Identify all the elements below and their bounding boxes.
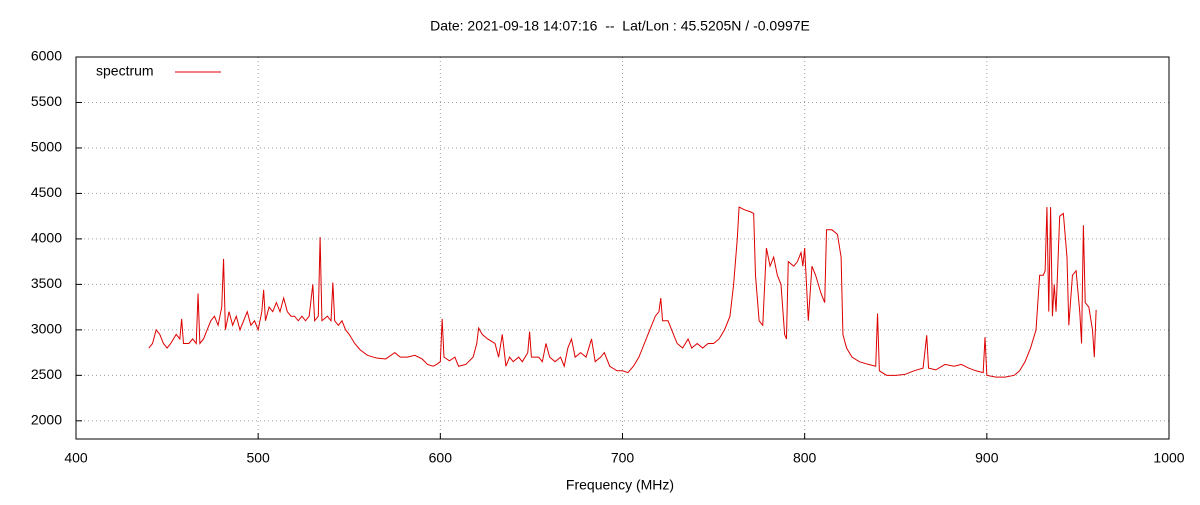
plot-frame — [75, 56, 1170, 440]
y-tick-label: 2500 — [31, 366, 62, 382]
x-axis-label: Frequency (MHz) — [566, 477, 674, 493]
legend-label: spectrum — [96, 63, 154, 79]
x-tick-label: 900 — [975, 450, 999, 466]
x-tick-label: 500 — [246, 450, 270, 466]
series-line — [148, 206, 1097, 378]
x-tick-label: 1000 — [1153, 450, 1184, 466]
y-tick-label: 5500 — [31, 93, 62, 109]
y-tick-label: 6000 — [31, 48, 62, 64]
y-tick-label: 2000 — [31, 412, 62, 428]
y-tick-label: 4000 — [31, 230, 62, 246]
y-tick-label: 3500 — [31, 275, 62, 291]
x-tick-label: 700 — [611, 450, 635, 466]
y-tick-label: 5000 — [31, 139, 62, 155]
y-tick-label: 3000 — [31, 321, 62, 337]
chart-title: Date: 2021-09-18 14:07:16 -- Lat/Lon : 4… — [430, 18, 810, 34]
x-tick-label: 600 — [429, 450, 453, 466]
x-tick-label: 400 — [64, 450, 88, 466]
x-tick-label: 800 — [793, 450, 817, 466]
y-tick-label: 4500 — [31, 184, 62, 200]
